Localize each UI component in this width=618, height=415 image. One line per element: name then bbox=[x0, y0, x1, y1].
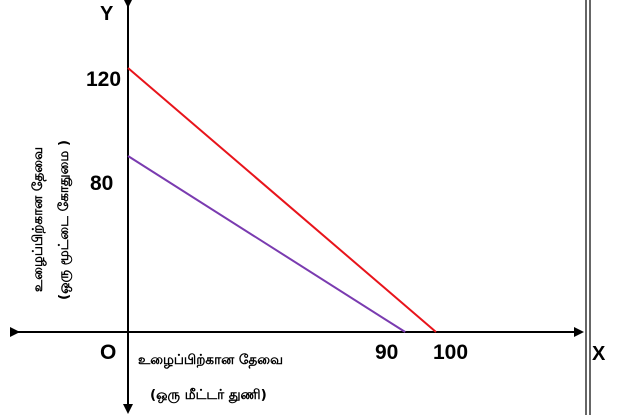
y-axis-unit-label: (ஒரு மூட்டை கோதுமை ) bbox=[56, 140, 72, 300]
x-axis-label: உழைப்பிற்கான தேவை bbox=[138, 352, 283, 369]
y-axis-label: உழைப்பிற்கான தேவை bbox=[30, 147, 47, 292]
series-line-purple bbox=[127, 155, 406, 333]
x-axis-unit-label: (ஒரு மீட்டர் துணி) bbox=[150, 387, 267, 403]
series-line-red bbox=[127, 67, 437, 333]
x-tick-label-100: 100 bbox=[433, 341, 468, 364]
y-axis-name: Y bbox=[100, 3, 114, 25]
y-tick-label-80: 80 bbox=[90, 172, 113, 195]
x-tick-label-90: 90 bbox=[375, 341, 398, 364]
origin-label: O bbox=[100, 341, 116, 364]
y-tick-label-120: 120 bbox=[86, 68, 121, 91]
x-axis-name: X bbox=[592, 343, 606, 365]
